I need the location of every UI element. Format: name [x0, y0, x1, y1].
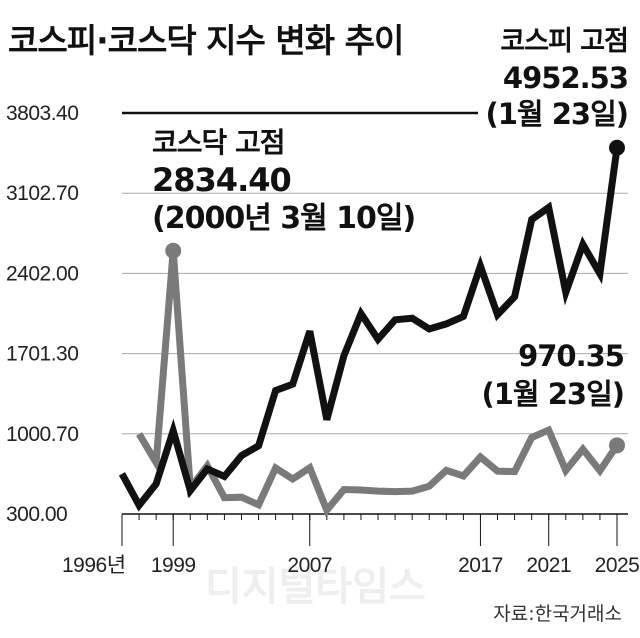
x-axis: 1996년 1999 2007 2017 2021 2025: [62, 513, 640, 577]
x-tick-label: 2025: [595, 554, 640, 577]
x-tick-label: 1999: [151, 554, 196, 577]
kosdaq-latest-annotation-line: 970.35: [518, 339, 624, 373]
kosdaq-line: [136, 250, 620, 517]
y-tick-label: 300.00: [6, 503, 67, 526]
y-tick-label: 2402.00: [6, 262, 78, 285]
series-lines: [118, 139, 625, 517]
kosdaq-high-marker: [165, 242, 182, 259]
source-note: 자료:한국거래소: [493, 603, 622, 625]
x-tick-label: 2021: [526, 554, 571, 577]
kosdaq-latest-annotation: 970.35 (1월 23일): [482, 339, 626, 411]
chart-title: 코스피·코스닥 지수 변화 추이: [8, 21, 404, 60]
kospi-high-annotation-line: (1월 23일): [486, 97, 629, 131]
kosdaq-latest-annotation-line: (1월 23일): [482, 377, 625, 411]
watermark: 디지털타임스: [205, 564, 426, 610]
kosdaq-high-annotation-line: 코스닥 고점: [152, 126, 285, 159]
kospi-high-annotation-line: 4952.53: [503, 61, 628, 95]
x-tick-label: 2007: [287, 554, 332, 577]
x-tick-label: 2017: [458, 554, 503, 577]
kospi-high-annotation-line: 코스피 고점: [500, 26, 628, 57]
x-tick-label: 1996년: [62, 554, 126, 577]
y-axis: 300.00 1000.70 1701.30 2402.00 3102.70 3803.4…: [6, 102, 79, 526]
y-tick-label: 3803.40: [6, 102, 78, 125]
y-tick-label: 3102.70: [6, 182, 78, 205]
y-tick-label: 1000.70: [6, 423, 78, 446]
kospi-high-annotation: 코스피 고점 4952.53(1월 23일): [486, 26, 630, 131]
kosdaq-high-annotation-line: (2000년 3월 10일): [152, 201, 415, 236]
kosdaq-high-annotation-line: 2834.40: [152, 161, 291, 199]
kosdaq-latest-marker: [609, 437, 625, 454]
kospi-line: [118, 147, 621, 512]
y-tick-label: 1701.30: [6, 343, 78, 366]
kospi-high-marker: [609, 139, 625, 156]
